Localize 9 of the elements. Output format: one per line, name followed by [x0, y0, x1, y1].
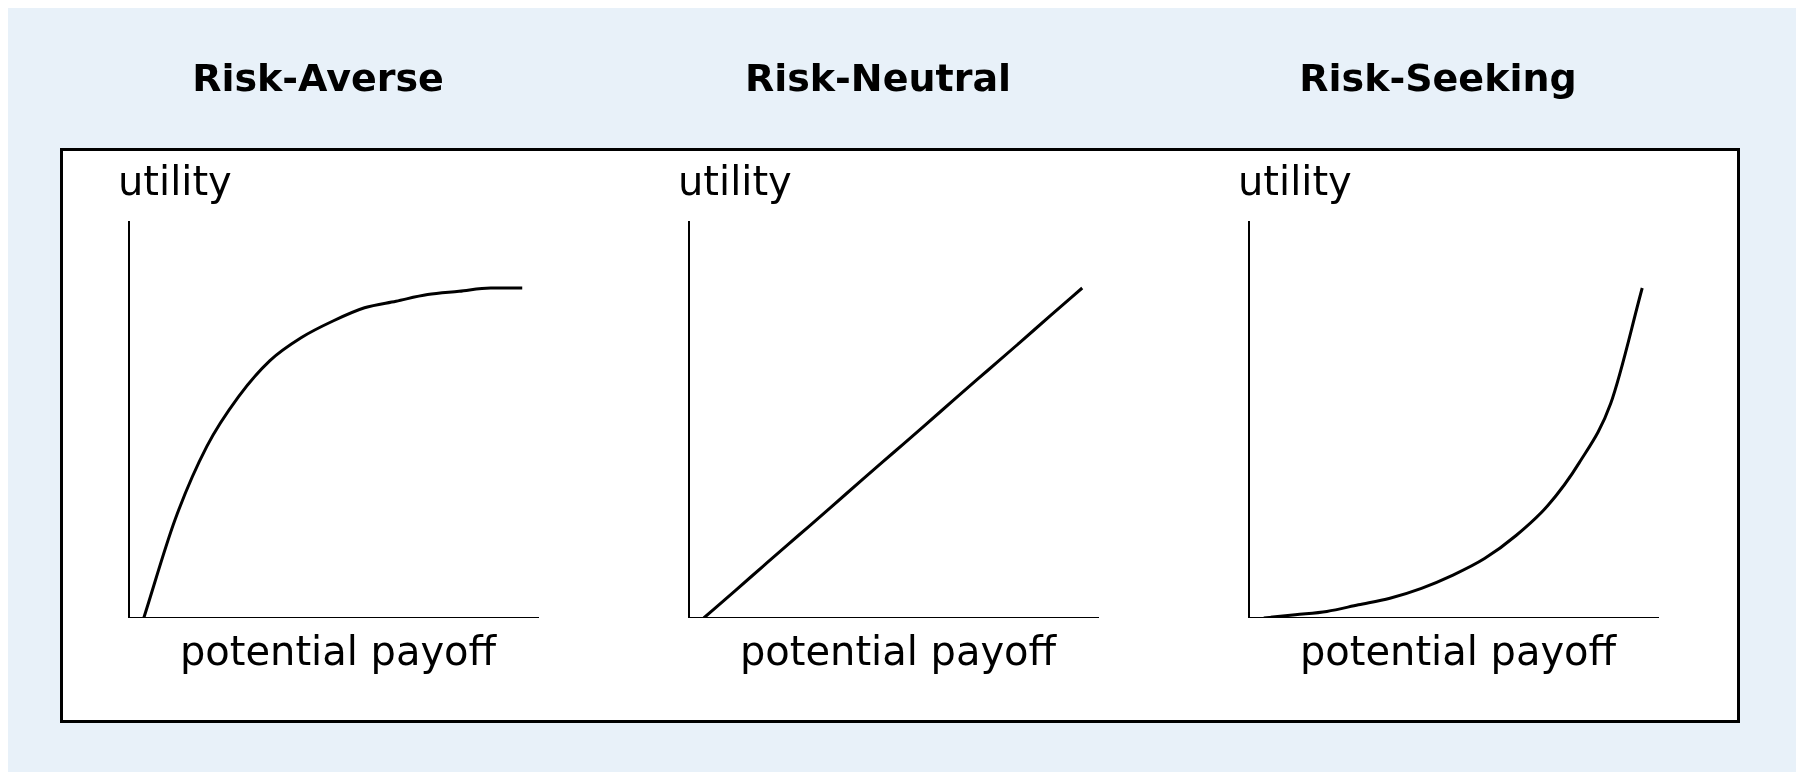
x-axis-title: potential payoff: [1298, 628, 1618, 674]
x-axis-title: potential payoff: [178, 628, 498, 674]
x-axis-title: potential payoff: [738, 628, 1058, 674]
y-axis-title: utility: [117, 158, 233, 206]
chart-title: Risk-Seeking: [1298, 55, 1578, 102]
y-axis-title: utility: [1237, 158, 1353, 206]
chart-title: Risk-Neutral: [743, 55, 1013, 102]
y-axis-title: utility: [677, 158, 793, 206]
chart-title: Risk-Averse: [191, 55, 445, 102]
